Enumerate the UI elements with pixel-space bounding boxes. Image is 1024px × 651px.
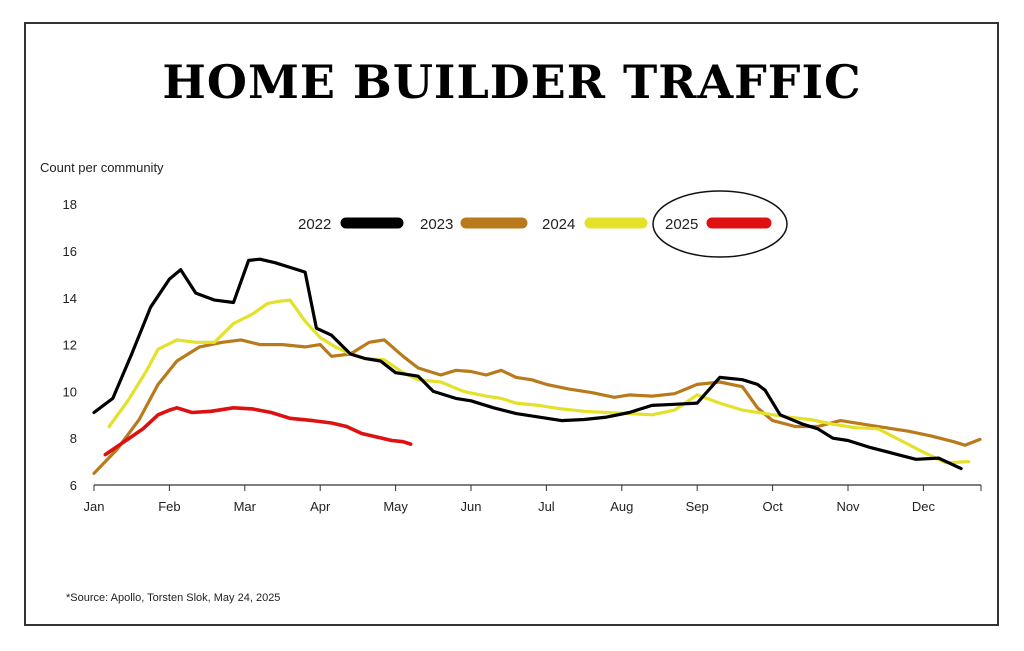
series-line-2023: [92, 338, 982, 475]
y-tick-label: 10: [63, 384, 77, 399]
x-tick-label: Feb: [158, 499, 180, 514]
chart-frame: [24, 22, 999, 626]
x-tick-label: Apr: [310, 499, 331, 514]
x-tick-label: Oct: [762, 499, 783, 514]
y-tick-label: 12: [63, 338, 77, 353]
chart-title: HOME BUILDER TRAFFIC: [162, 55, 862, 109]
x-tick-label: May: [383, 499, 408, 514]
y-axis-label: Count per community: [40, 160, 164, 175]
x-tick-label: Jan: [84, 499, 105, 514]
x-tick-label: Sep: [686, 499, 709, 514]
legend-label-2022: 2022: [298, 216, 331, 233]
series-line-2022: [92, 257, 963, 471]
legend-label-2023: 2023: [420, 216, 453, 233]
axes: 6 8 10 12 14 16 18 Jan Feb Mar Apr May Jun Jul Aug Sep O…: [63, 197, 982, 514]
y-tick-label: 8: [70, 431, 77, 446]
x-tick-label: Dec: [912, 499, 936, 514]
x-tick-label: Aug: [610, 499, 633, 514]
y-tick-label: 16: [63, 244, 77, 259]
x-tick-label: Jul: [538, 499, 555, 514]
y-tick-label: 14: [63, 291, 77, 306]
legend-label-2025: 2025: [665, 216, 698, 233]
series-lines: [92, 257, 982, 475]
series-line-2025: [103, 405, 413, 457]
source-note: *Source: Apollo, Torsten Slok, May 24, 2…: [66, 592, 281, 604]
y-tick-label: 18: [63, 197, 77, 212]
x-tick-label: Mar: [234, 499, 257, 514]
highlight-ellipse: [652, 190, 788, 258]
series-line-2024: [107, 298, 971, 465]
x-tick-label: Nov: [836, 499, 860, 514]
legend-label-2024: 2024: [542, 216, 575, 233]
y-tick-label: 6: [70, 478, 77, 493]
legend: 2022 2023 2024 2025: [298, 190, 788, 258]
x-tick-label: Jun: [461, 499, 482, 514]
